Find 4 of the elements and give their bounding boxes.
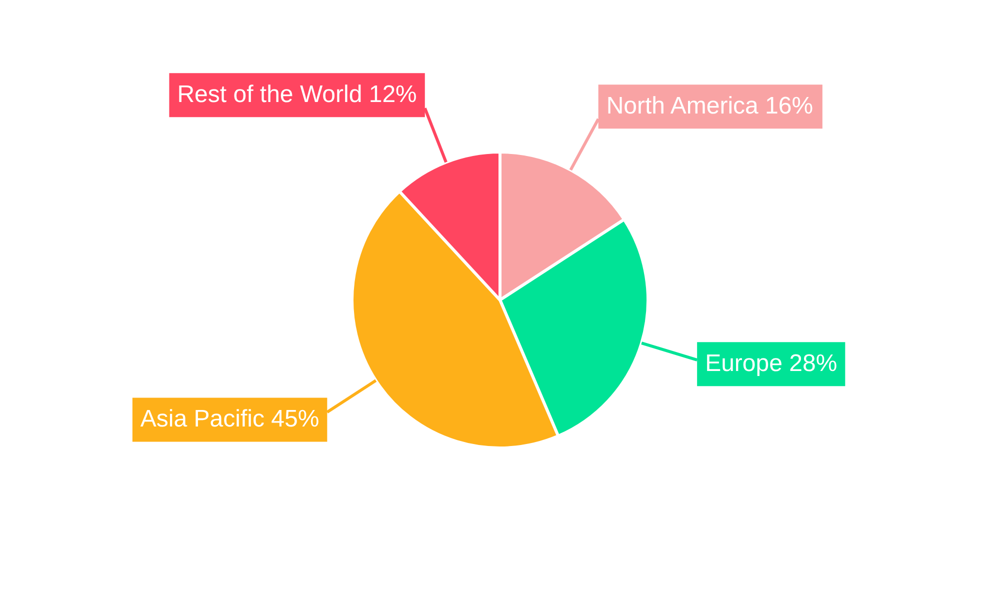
slice-label: Asia Pacific 45% [140,406,320,433]
slice-label: North America 16% [606,92,814,120]
slice-label: Europe 28% [705,350,838,378]
slice-label: Rest of the World 12% [177,81,417,108]
